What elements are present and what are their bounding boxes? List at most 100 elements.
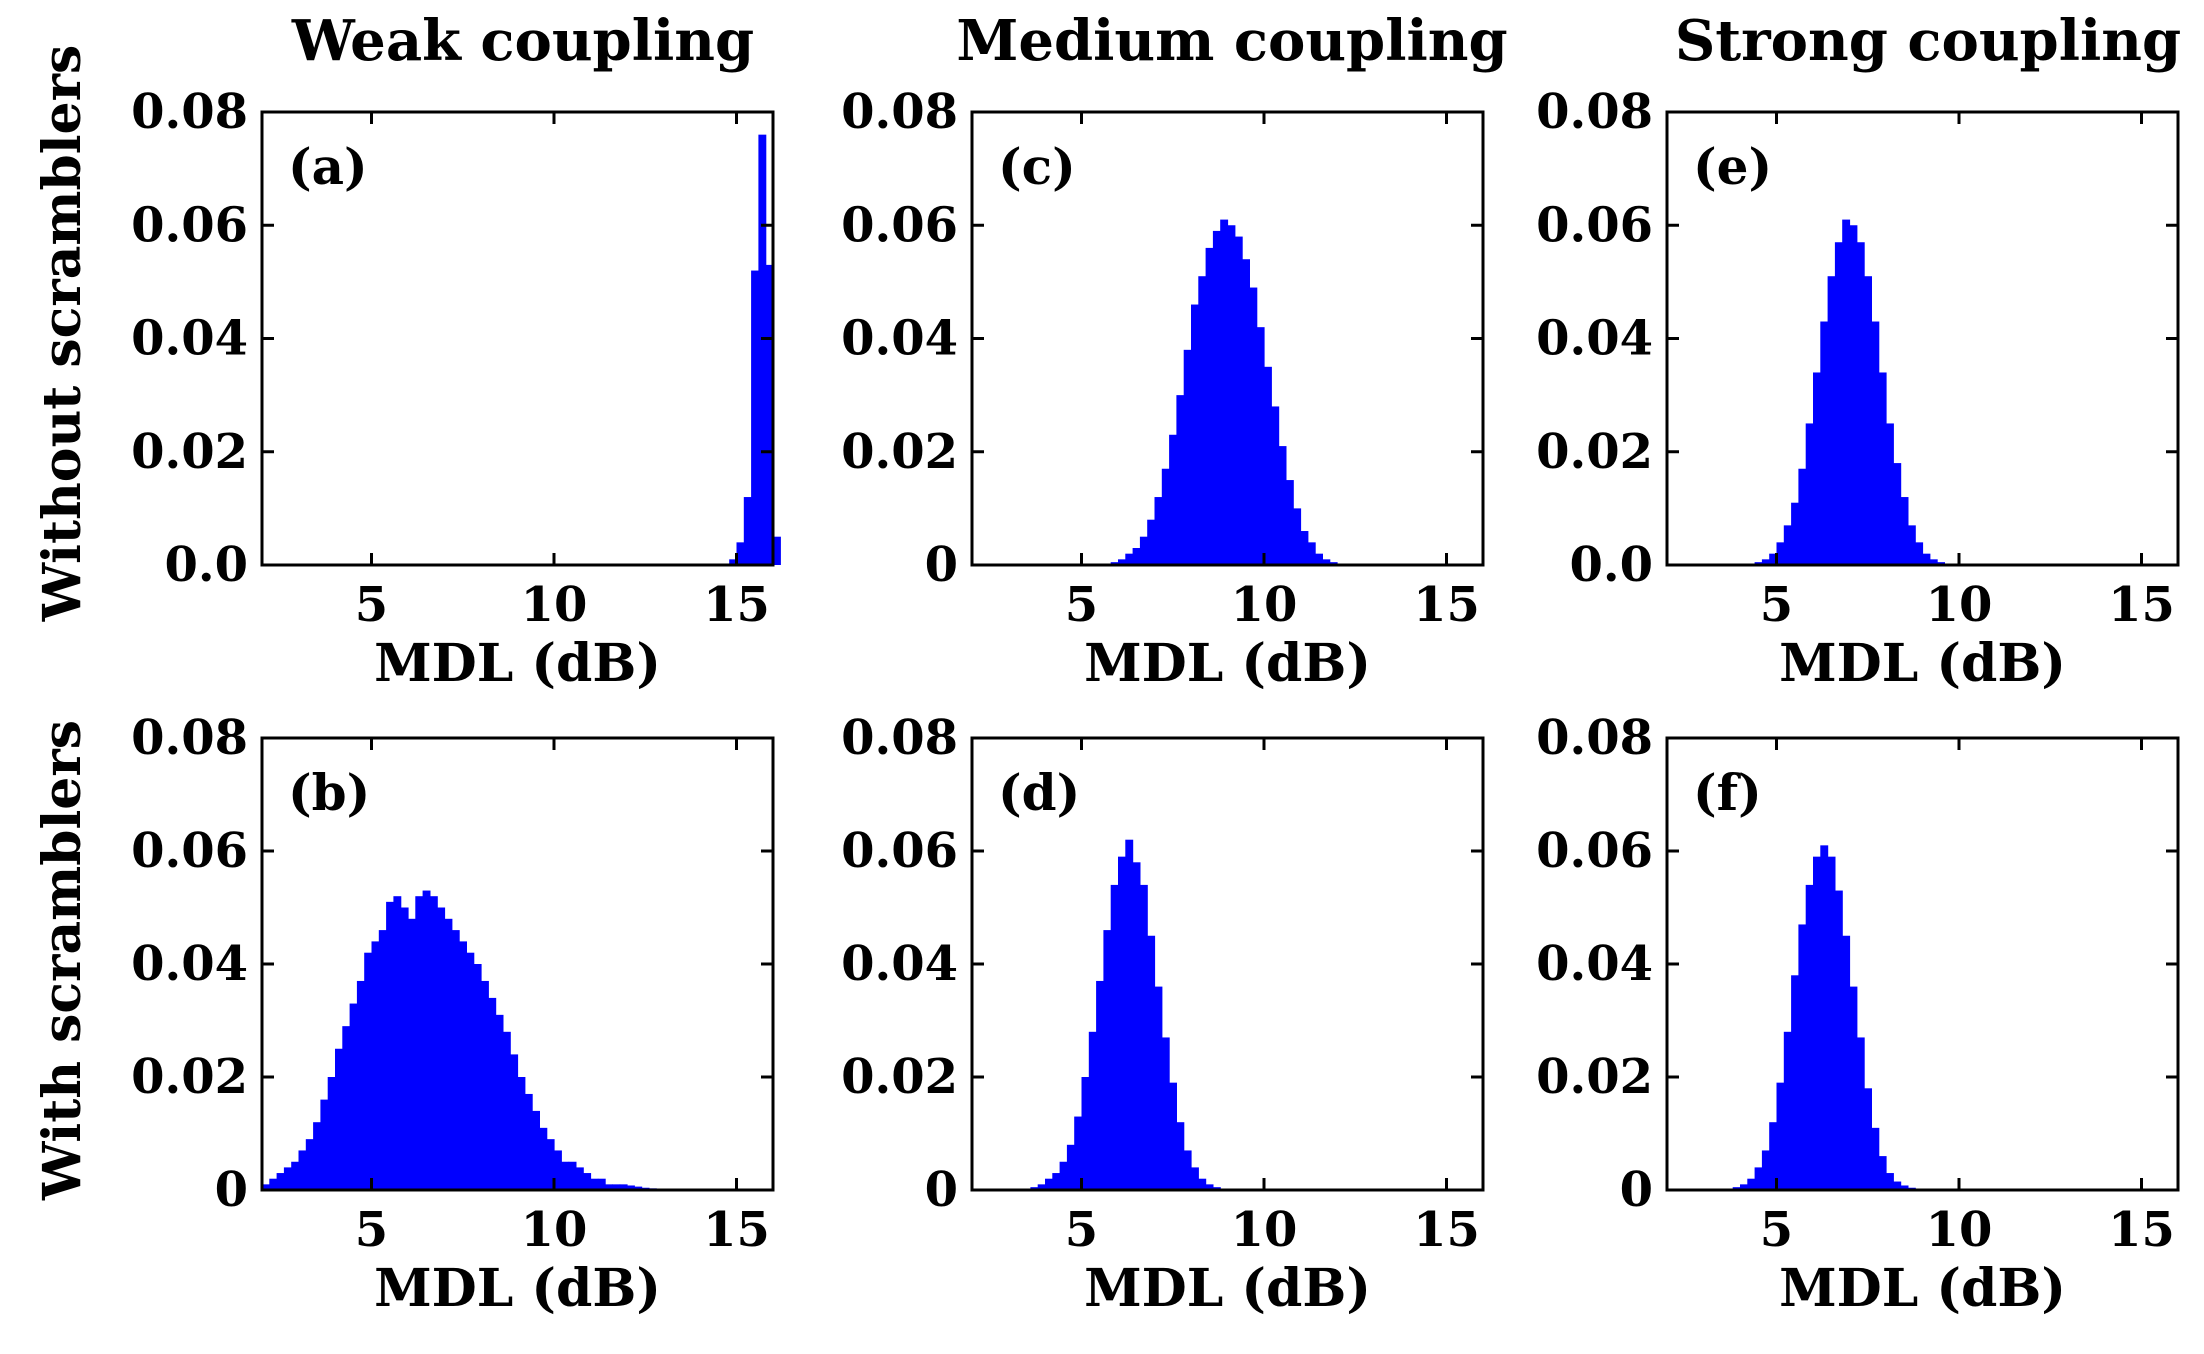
panel-label: (d) [998,763,1080,822]
y-tick-label: 0 [925,537,958,593]
panel-label: (e) [1693,137,1772,196]
y-tick-label: 0 [1620,1162,1653,1218]
histogram-bar [1878,372,1887,565]
histogram-bar [1805,423,1814,565]
y-tick-label: 0.04 [1536,936,1653,992]
y-tick-label: 0.0 [1569,537,1653,593]
histogram-bar [364,952,373,1190]
histogram-bar [1827,276,1836,565]
histogram-bar [1161,468,1170,565]
histogram-bar [1849,986,1858,1190]
histogram-bar [444,918,453,1190]
histogram-bar [1813,372,1821,565]
histogram-bar [1293,508,1302,566]
histogram-bar [1169,434,1177,565]
x-axis-label: MDL (dB) [1084,1258,1371,1319]
x-axis-label: MDL (dB) [1779,633,2066,694]
histogram-bar [1059,1161,1068,1190]
histogram-bar [539,1127,548,1190]
bars-e [1754,219,1945,566]
histogram-bar [1125,839,1134,1190]
x-tick-label: 15 [2108,577,2175,633]
x-tick-label: 5 [1065,1202,1098,1258]
x-tick-label: 10 [521,577,588,633]
x-axis-label: MDL (dB) [1084,633,1371,694]
histogram-bar [408,918,416,1190]
histogram-bar [1285,480,1294,565]
x-axis-label: MDL (dB) [1779,1258,2066,1319]
bars-c [1110,219,1338,566]
y-tick-label: 0.02 [841,424,958,480]
histogram-bar [1871,321,1880,565]
histogram-bar [1907,525,1916,565]
row-label-without-scramblers: Without scramblers [32,45,93,623]
histogram-bar [1183,1150,1192,1190]
histogram-bar [510,1054,519,1190]
histogram-bar [1045,1178,1053,1190]
histogram-bar [1132,862,1141,1190]
histogram-bar [473,964,482,1190]
histogram-bar [773,536,781,565]
y-tick-label: 0.04 [841,311,958,367]
histogram-bar [356,980,365,1190]
y-tick-label: 0.08 [841,84,958,140]
histogram-bar [751,270,759,565]
y-tick-label: 0.08 [131,84,248,140]
column-title-medium: Medium coupling [956,8,1507,74]
histogram-bar [1118,559,1126,565]
histogram-bar [1761,559,1770,565]
histogram-bar [371,941,380,1190]
histogram-bar [605,1184,613,1190]
histogram-bar [1300,531,1309,565]
histogram-bar [1842,219,1851,565]
histogram-bar [1220,219,1229,565]
histogram-bar [1205,1184,1214,1190]
histogram-bar [1798,924,1807,1190]
histogram-bar [269,1178,278,1190]
histogram-bar [1037,1184,1046,1190]
row-label-with-scramblers: With scramblers [32,720,93,1201]
histogram-bar [393,896,402,1190]
histogram-bar [298,1150,307,1190]
x-tick-label: 5 [1760,577,1793,633]
histogram-bar [400,907,409,1190]
histogram-bar [1154,986,1163,1190]
histogram-bar [1834,890,1843,1190]
histogram-bar [1132,548,1141,565]
histogram-bar [1893,1181,1902,1190]
y-tick-label: 0.02 [841,1049,958,1105]
histogram-bar [1322,559,1331,565]
histogram-bar [524,1093,533,1190]
histogram-bar [1198,276,1207,565]
y-tick-label: 0.06 [131,823,248,879]
histogram-bar [1176,395,1185,566]
histogram-bar [1856,1037,1865,1190]
histogram-bar [575,1167,584,1190]
histogram-bar [1147,519,1156,565]
histogram-bar [1929,559,1938,565]
histogram-bar [1096,980,1104,1190]
histogram-bar [481,980,489,1190]
histogram-bar [1747,1178,1756,1190]
histogram-bar [1864,1088,1872,1190]
histogram-bar [305,1139,314,1190]
x-tick-label: 15 [2108,1202,2175,1258]
y-tick-label: 0.04 [1536,311,1653,367]
histogram-bar [517,1077,526,1190]
x-tick-label: 15 [1413,577,1480,633]
bars-d [1030,839,1221,1190]
histogram-bar [488,997,497,1190]
histogram-bar [1820,321,1829,565]
y-tick-label: 0.02 [1536,1049,1653,1105]
histogram-bar [466,952,475,1190]
panel-b: 5 10 15 0 0.02 0.04 0.06 0.08 (b) MDL (dB) [131,710,775,1319]
y-tick-label: 0.08 [1536,84,1653,140]
x-tick-label: 10 [521,1202,588,1258]
panel-grid: 5 10 150.00.020.040.060.08(a)MDL (dB)5 10 15… [131,84,2180,1319]
y-tick-label: 0.06 [841,197,958,253]
histogram-bar [743,497,752,565]
histogram-bar [1110,884,1119,1190]
histogram-bar [1886,1173,1894,1190]
histogram-bar [1849,225,1858,565]
histogram-bar [1191,304,1199,565]
